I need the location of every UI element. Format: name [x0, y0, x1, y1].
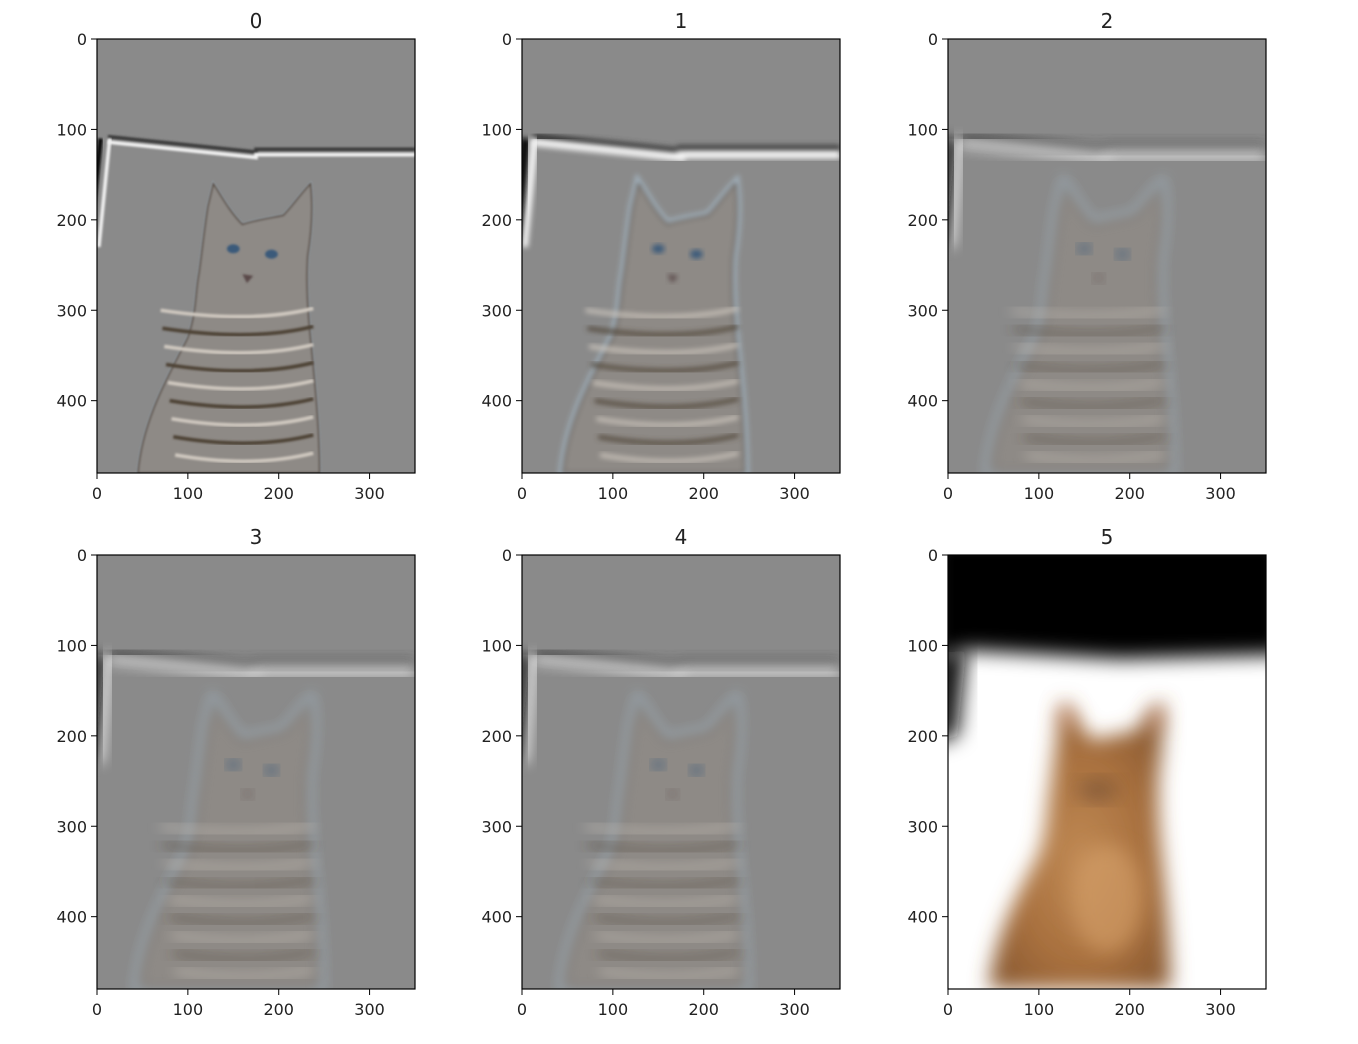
cat-eye-left	[226, 244, 240, 254]
cat-eye-left	[226, 760, 240, 770]
y-tick-label: 300	[56, 301, 87, 320]
y-tick-label: 200	[907, 211, 938, 230]
axes-frame	[96, 38, 416, 474]
y-tick-label: 0	[77, 546, 87, 565]
y-tick-label: 400	[481, 392, 512, 411]
edge-line-dark	[107, 134, 415, 155]
x-tick-label: 300	[1205, 1000, 1236, 1019]
x-tick-label: 200	[1114, 1000, 1145, 1019]
cat-eye-left	[651, 244, 665, 254]
panel-title: 4	[675, 525, 688, 549]
y-tick-label: 100	[56, 636, 87, 655]
panel-2: 2 0 100 200 300 0 100 200 300 400	[907, 9, 1267, 503]
cat-eye-left	[651, 760, 665, 770]
x-tick-label: 100	[1024, 484, 1055, 503]
x-tick-label: 300	[779, 1000, 810, 1019]
y-tick-label: 200	[56, 727, 87, 746]
x-tick-label: 300	[354, 1000, 385, 1019]
x-tick-label: 300	[1205, 484, 1236, 503]
panel-title: 3	[250, 525, 263, 549]
panel-0: 0 0 100 200 300 0 100 200 300 400	[56, 9, 416, 503]
y-tick-label: 0	[502, 546, 512, 565]
edge-line-bright	[107, 140, 415, 160]
y-tick-label: 100	[907, 120, 938, 139]
edge-line-bright	[107, 654, 415, 678]
image-area	[522, 555, 840, 989]
panel-title: 1	[675, 9, 688, 33]
y-tick-label: 200	[481, 211, 512, 230]
y-tick-label: 100	[481, 636, 512, 655]
y-tick-label: 300	[56, 817, 87, 836]
y-tick-label: 100	[907, 636, 938, 655]
x-tick-label: 200	[688, 1000, 719, 1019]
x-tick-label: 100	[598, 484, 629, 503]
y-tick-label: 400	[56, 908, 87, 927]
image-area	[97, 555, 415, 989]
x-tick-label: 0	[92, 1000, 102, 1019]
x-tick-label: 100	[173, 484, 204, 503]
axes-frame	[96, 554, 416, 990]
x-tick-label: 0	[517, 1000, 527, 1019]
image-area	[522, 39, 840, 473]
x-tick-label: 200	[263, 484, 294, 503]
image-area	[97, 39, 415, 473]
cat-eye-left	[1077, 244, 1091, 254]
panel-title: 0	[250, 9, 263, 33]
y-tick-label: 200	[56, 211, 87, 230]
edge-line-bright	[958, 138, 1266, 162]
y-tick-label: 100	[481, 120, 512, 139]
axes-frame	[521, 554, 841, 990]
panel-1: 1 0 100 200 300 0 100 200 300 400	[481, 9, 841, 503]
x-tick-label: 300	[354, 484, 385, 503]
cat-eye-right	[690, 765, 703, 775]
axes-frame	[947, 38, 1267, 474]
x-tick-label: 0	[92, 484, 102, 503]
x-tick-label: 300	[779, 484, 810, 503]
y-tick-label: 300	[481, 817, 512, 836]
y-tick-label: 400	[907, 908, 938, 927]
y-tick-label: 300	[481, 301, 512, 320]
y-tick-label: 400	[481, 908, 512, 927]
image-area	[948, 39, 1266, 473]
x-tick-label: 100	[173, 1000, 204, 1019]
x-tick-label: 200	[688, 484, 719, 503]
panel-3: 3 0 100 200 300 0 100 200 300 400	[56, 525, 416, 1019]
cat-eye-right	[1116, 249, 1129, 259]
dark-background-region	[948, 555, 1266, 659]
x-tick-label: 200	[263, 1000, 294, 1019]
y-tick-label: 400	[907, 392, 938, 411]
y-tick-label: 300	[907, 817, 938, 836]
x-tick-label: 0	[943, 484, 953, 503]
edge-line-bright	[532, 654, 840, 678]
y-tick-label: 100	[56, 120, 87, 139]
image-area	[948, 555, 1266, 989]
y-tick-label: 300	[907, 301, 938, 320]
panel-title: 2	[1101, 9, 1114, 33]
x-tick-label: 200	[1114, 484, 1145, 503]
y-tick-label: 0	[928, 546, 938, 565]
x-tick-label: 0	[517, 484, 527, 503]
y-tick-label: 0	[502, 30, 512, 49]
y-tick-label: 400	[56, 392, 87, 411]
y-tick-label: 0	[928, 30, 938, 49]
panel-4: 4 0 100 200 300 0 100 200 300 400	[481, 525, 841, 1019]
axes-frame	[947, 554, 1267, 990]
cat-eye-right	[690, 249, 703, 259]
x-tick-label: 100	[598, 1000, 629, 1019]
panel-title: 5	[1101, 525, 1114, 549]
y-tick-label: 200	[481, 727, 512, 746]
cat-eye-right	[265, 249, 278, 259]
y-tick-label: 0	[77, 30, 87, 49]
panel-5: 5 0 100 200 300 0 100 200 300 400	[907, 525, 1267, 1019]
y-tick-label: 200	[907, 727, 938, 746]
axes-frame	[521, 38, 841, 474]
cat-eye-right	[265, 765, 278, 775]
edge-line-bright	[532, 138, 840, 162]
x-tick-label: 0	[943, 1000, 953, 1019]
x-tick-label: 100	[1024, 1000, 1055, 1019]
